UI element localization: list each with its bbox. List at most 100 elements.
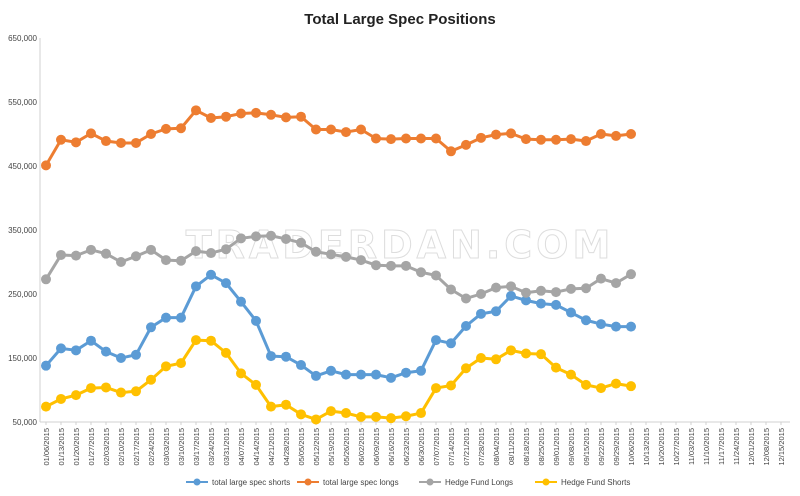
data-point	[626, 381, 636, 392]
legend-label: Hedge Fund Shorts	[561, 478, 630, 487]
x-tick-label: 07/21/2015	[462, 428, 471, 466]
y-tick-label: 250,000	[8, 290, 37, 299]
data-point	[221, 347, 231, 358]
data-point	[521, 287, 531, 298]
data-point	[326, 249, 336, 260]
x-axis-ticks: 01/06/2015 01/13/2015 01/20/2015 01/27/2015…	[42, 422, 786, 466]
data-point	[566, 307, 576, 318]
x-tick-label: 04/28/2015	[282, 428, 291, 466]
legend-marker	[542, 478, 550, 486]
x-tick-label: 05/12/2015	[312, 428, 321, 466]
data-point	[116, 257, 126, 267]
data-point	[266, 109, 276, 120]
data-point	[401, 133, 411, 144]
data-point	[431, 383, 441, 394]
x-tick-label: 06/09/2015	[372, 428, 381, 466]
data-point	[596, 383, 606, 394]
data-point	[416, 133, 426, 144]
data-point	[251, 379, 261, 390]
watermark: TRADERDAN.COM	[186, 223, 615, 267]
x-tick-label: 10/13/2015	[642, 428, 651, 466]
x-tick-label: 08/18/2015	[522, 428, 531, 466]
data-point	[176, 123, 186, 134]
x-tick-label: 12/01/2015	[747, 428, 756, 466]
data-point	[611, 278, 621, 289]
data-point	[446, 338, 456, 349]
series-line-1	[44, 108, 632, 167]
data-point	[446, 284, 456, 295]
data-point	[566, 283, 576, 294]
data-point	[626, 321, 636, 332]
data-point	[206, 113, 216, 123]
data-point	[341, 408, 351, 419]
data-point	[176, 358, 186, 369]
data-point	[461, 293, 471, 304]
data-point	[146, 374, 156, 385]
data-point	[491, 282, 501, 293]
data-point	[191, 246, 201, 257]
data-point	[356, 411, 366, 422]
data-point	[71, 390, 81, 401]
data-point	[491, 306, 501, 317]
data-point	[236, 108, 246, 119]
x-tick-label: 01/20/2015	[72, 428, 81, 466]
chart-title: Total Large Spec Positions	[304, 11, 495, 28]
data-point	[341, 369, 351, 380]
data-point	[86, 128, 96, 139]
data-point	[431, 335, 441, 346]
x-tick-label: 09/29/2015	[612, 428, 621, 466]
data-point	[356, 369, 366, 380]
data-point	[611, 130, 621, 141]
x-tick-label: 06/02/2015	[357, 428, 366, 466]
data-point	[56, 393, 66, 404]
data-point	[221, 111, 231, 122]
data-point	[626, 129, 636, 139]
data-point	[281, 399, 291, 410]
data-point	[416, 408, 426, 419]
data-point	[476, 289, 486, 299]
data-point	[161, 123, 171, 134]
x-tick-label: 07/28/2015	[477, 428, 486, 466]
legend-marker	[193, 478, 201, 486]
data-point	[266, 401, 276, 412]
data-point	[416, 365, 426, 376]
data-point	[101, 382, 111, 393]
data-point	[326, 365, 336, 376]
data-point	[551, 362, 561, 373]
data-point	[506, 290, 516, 301]
data-point	[71, 137, 81, 148]
data-point	[56, 249, 66, 260]
x-tick-label: 05/19/2015	[327, 428, 336, 466]
x-tick-label: 02/24/2015	[147, 428, 156, 466]
data-point	[116, 137, 126, 148]
data-point	[566, 369, 576, 380]
data-point	[116, 387, 126, 398]
data-point	[146, 129, 156, 139]
data-point	[86, 383, 96, 394]
x-tick-label: 06/23/2015	[402, 428, 411, 466]
x-tick-label: 10/27/2015	[672, 428, 681, 466]
data-point	[326, 406, 336, 417]
data-point	[536, 285, 546, 296]
data-point	[251, 315, 261, 326]
x-tick-label: 12/15/2015	[777, 428, 786, 466]
x-tick-label: 04/07/2015	[237, 428, 246, 466]
data-point	[566, 134, 576, 145]
data-point	[386, 260, 396, 271]
data-point	[581, 315, 591, 326]
data-point	[236, 233, 246, 244]
x-tick-label: 02/03/2015	[102, 428, 111, 466]
data-point	[281, 351, 291, 362]
data-point	[356, 124, 366, 135]
data-point	[551, 287, 561, 298]
data-point	[206, 269, 216, 280]
data-point	[371, 260, 381, 271]
x-tick-label: 01/13/2015	[57, 428, 66, 466]
data-point	[611, 321, 621, 332]
data-point	[281, 112, 291, 123]
data-point	[146, 322, 156, 333]
y-tick-label: 50,000	[13, 418, 38, 427]
data-point	[461, 321, 471, 331]
data-point	[251, 231, 261, 242]
